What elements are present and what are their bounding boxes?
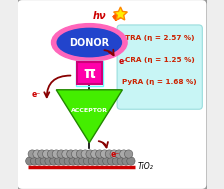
Text: TRA (η = 2.57 %): TRA (η = 2.57 %) [125,35,194,41]
Circle shape [125,150,133,158]
Circle shape [91,150,99,158]
Circle shape [33,150,41,158]
Circle shape [59,157,68,165]
Ellipse shape [52,24,127,61]
Circle shape [40,157,48,165]
Circle shape [105,150,114,158]
Circle shape [28,150,37,158]
FancyBboxPatch shape [77,62,102,84]
Circle shape [30,157,39,165]
Circle shape [117,157,125,165]
Circle shape [115,150,123,158]
FancyBboxPatch shape [117,25,202,109]
Circle shape [122,157,130,165]
Circle shape [69,157,77,165]
Circle shape [93,157,101,165]
Circle shape [103,157,111,165]
Circle shape [81,150,89,158]
Circle shape [74,157,82,165]
Circle shape [108,157,116,165]
Text: π: π [83,66,95,81]
Circle shape [47,150,56,158]
Text: ACCEPTOR: ACCEPTOR [71,108,108,113]
Polygon shape [114,7,127,20]
Text: hν: hν [93,11,106,21]
Circle shape [96,150,104,158]
Text: PyRA (η = 1.68 %): PyRA (η = 1.68 %) [122,79,197,85]
Circle shape [45,157,53,165]
Circle shape [100,150,109,158]
Polygon shape [56,90,122,143]
Circle shape [52,150,60,158]
Text: e⁻: e⁻ [111,149,120,159]
Text: TiO₂: TiO₂ [138,162,153,171]
Circle shape [38,150,46,158]
Ellipse shape [57,28,121,57]
Circle shape [67,150,75,158]
Circle shape [79,157,87,165]
Circle shape [26,157,34,165]
Circle shape [71,150,80,158]
Circle shape [120,150,128,158]
Circle shape [112,157,121,165]
Circle shape [50,157,58,165]
Text: e⁻: e⁻ [32,90,41,99]
Circle shape [35,157,44,165]
Circle shape [98,157,106,165]
Text: e⁻: e⁻ [119,57,128,66]
Text: DONOR: DONOR [69,38,109,47]
Circle shape [110,150,118,158]
Circle shape [64,157,72,165]
Circle shape [54,157,63,165]
Text: CRA (η = 1.25 %): CRA (η = 1.25 %) [125,57,195,63]
Circle shape [88,157,97,165]
Circle shape [86,150,94,158]
Circle shape [57,150,65,158]
Circle shape [127,157,135,165]
FancyBboxPatch shape [17,0,207,189]
Circle shape [43,150,51,158]
Circle shape [83,157,92,165]
Circle shape [76,150,85,158]
Circle shape [62,150,70,158]
